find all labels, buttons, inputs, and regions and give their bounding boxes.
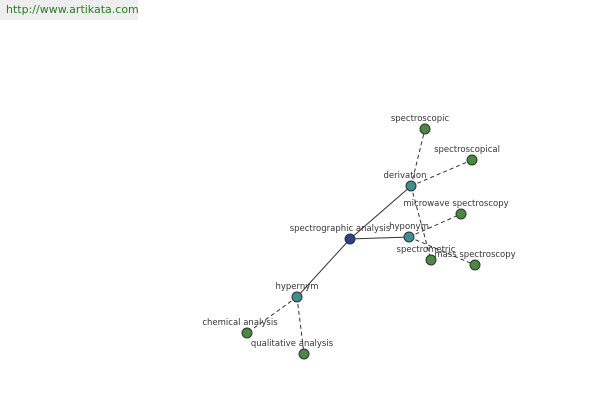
node[interactable] — [455, 208, 467, 220]
node-label[interactable]: chemical analysis — [202, 318, 278, 328]
node[interactable] — [419, 123, 431, 135]
node[interactable] — [403, 231, 415, 243]
node[interactable] — [466, 154, 478, 166]
node-label[interactable]: hyponym — [389, 222, 429, 232]
node-label[interactable]: spectrometric — [397, 245, 456, 255]
node-label[interactable]: spectrographic analysis — [290, 224, 391, 234]
edge — [349, 185, 412, 240]
node-label[interactable]: qualitative analysis — [251, 339, 334, 349]
node[interactable] — [344, 233, 356, 245]
node[interactable] — [425, 254, 437, 266]
edge — [246, 296, 298, 334]
node-label[interactable]: hypernym — [275, 282, 318, 292]
node[interactable] — [291, 291, 303, 303]
node[interactable] — [298, 348, 310, 360]
edge — [408, 213, 462, 238]
node-label[interactable]: microwave spectroscopy — [403, 199, 508, 209]
edge — [349, 236, 410, 240]
node-label[interactable]: spectroscopical — [434, 145, 500, 155]
node-label[interactable]: spectroscopic — [391, 114, 450, 124]
edge — [410, 128, 426, 187]
node[interactable] — [469, 259, 481, 271]
node-label[interactable]: derivation — [383, 171, 426, 181]
node[interactable] — [405, 180, 417, 192]
node-label[interactable]: mass spectroscopy — [434, 250, 515, 260]
edge — [296, 296, 305, 355]
node[interactable] — [241, 327, 253, 339]
edge — [296, 238, 351, 298]
edge — [408, 236, 476, 266]
edge — [410, 185, 432, 261]
site-link[interactable]: http://www.artikata.com — [0, 0, 139, 20]
